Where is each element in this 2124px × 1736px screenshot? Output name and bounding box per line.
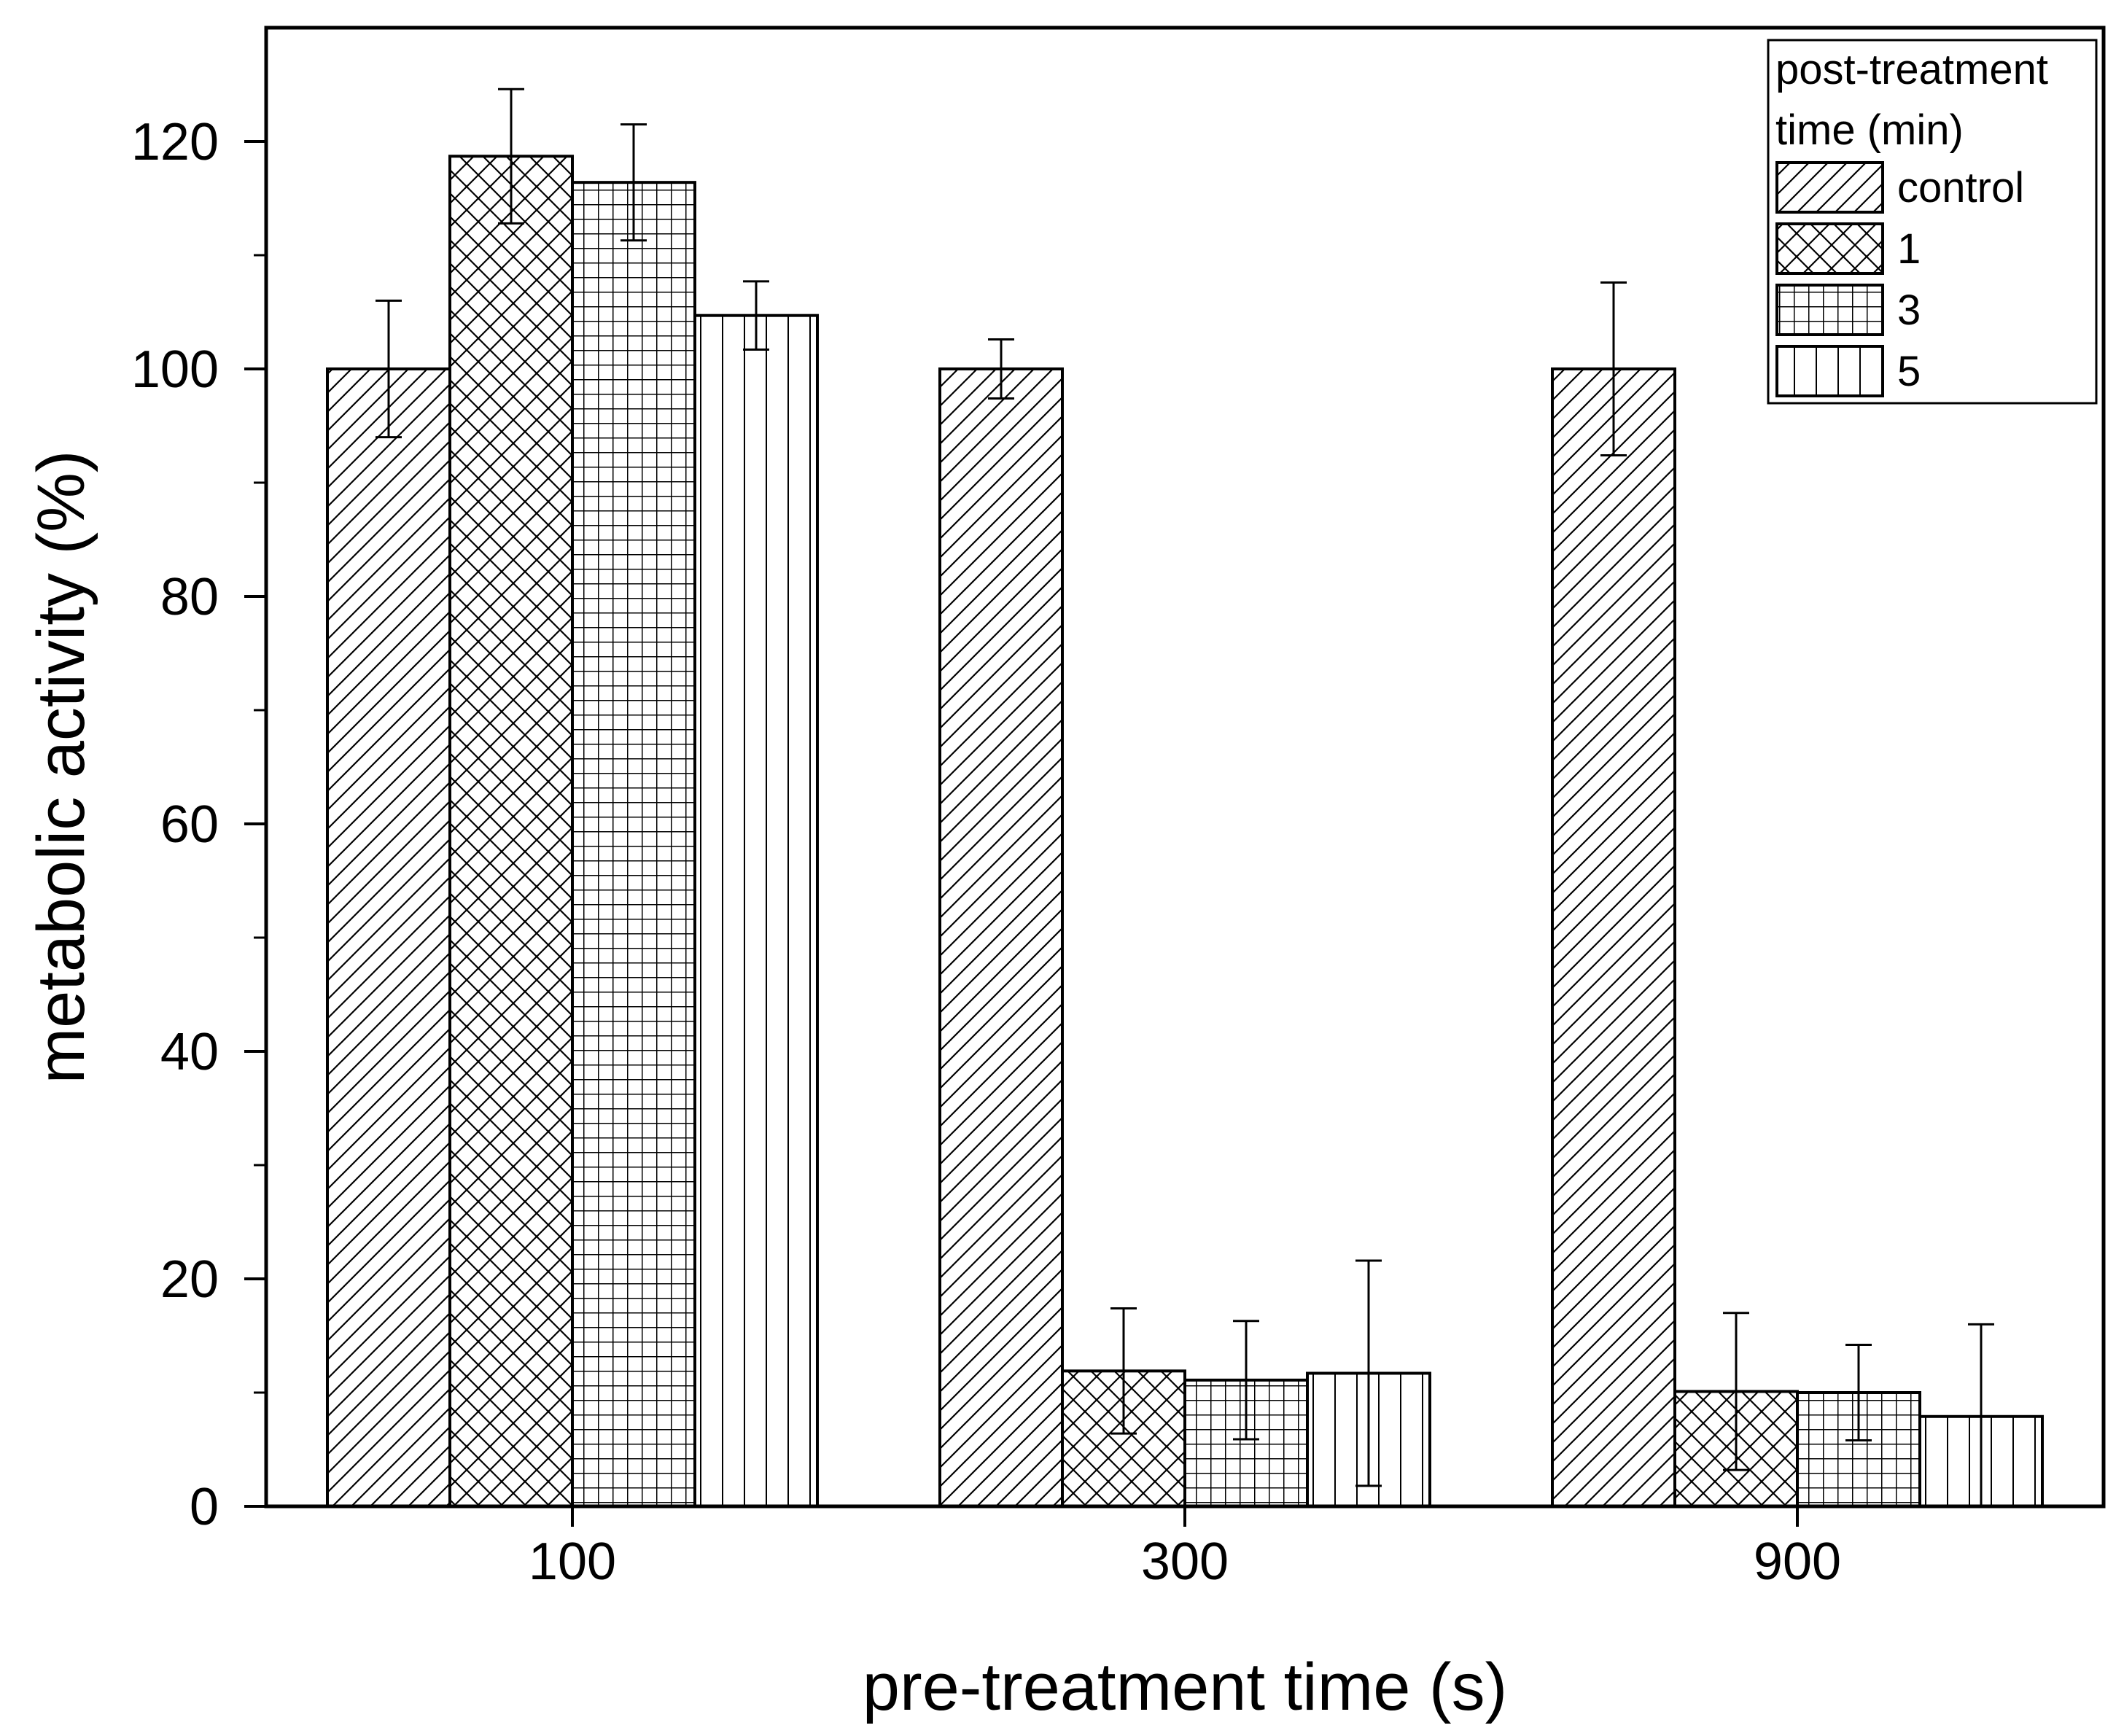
error-bar-3-100 <box>621 123 647 242</box>
legend-label-1: 1 <box>1897 225 1921 273</box>
bar-control-300 <box>938 367 1064 1508</box>
error-bar-3-300 <box>1233 1320 1259 1441</box>
error-bar-1-900 <box>1723 1312 1749 1471</box>
bar-1-100 <box>448 155 574 1508</box>
legend-swatch-5 <box>1775 345 1884 397</box>
y-tick-label-100: 100 <box>131 340 219 399</box>
bar-5-100 <box>693 314 819 1508</box>
legend-box <box>1767 39 2098 405</box>
x-tick-label-900: 900 <box>1754 1533 1841 1591</box>
error-bar-5-100 <box>743 280 769 351</box>
y-axis: 0 20 40 60 80 100 120 <box>131 113 266 1536</box>
x-axis-title: pre-treatment time (s) <box>863 1650 1507 1724</box>
legend-swatch-3 <box>1775 284 1884 336</box>
error-bars-layer <box>376 87 1994 1508</box>
error-bar-control-900 <box>1600 281 1627 457</box>
x-axis: 100 300 900 <box>529 1506 1841 1591</box>
y-tick-label-80: 80 <box>160 568 219 626</box>
legend-label-5: 5 <box>1897 348 1921 395</box>
legend-item-control: control <box>1775 161 2024 214</box>
error-bar-3-900 <box>1845 1343 1872 1442</box>
bar-control-100 <box>326 367 451 1508</box>
y-tick-label-40: 40 <box>160 1023 219 1081</box>
legend-swatch-1 <box>1775 222 1884 275</box>
legend: post-treatment time (min) control 1 3 5 <box>1767 39 2098 405</box>
legend-label-3: 3 <box>1897 287 1921 334</box>
y-tick-label-60: 60 <box>160 795 219 854</box>
legend-item-5: 5 <box>1775 345 1921 397</box>
error-bar-control-100 <box>376 299 402 439</box>
error-bar-5-300 <box>1355 1259 1382 1487</box>
error-bar-1-100 <box>498 87 524 225</box>
legend-title-line1: post-treatment <box>1775 46 2048 93</box>
legend-title-line2: time (min) <box>1775 106 1964 154</box>
bar-3-100 <box>571 181 696 1508</box>
legend-item-3: 3 <box>1775 284 1921 336</box>
error-bar-1-300 <box>1110 1307 1137 1435</box>
x-tick-label-100: 100 <box>529 1533 616 1591</box>
legend-label-control: control <box>1897 164 2024 211</box>
error-bar-control-300 <box>988 338 1014 400</box>
y-tick-label-120: 120 <box>131 113 219 171</box>
y-tick-label-0: 0 <box>190 1478 219 1536</box>
y-axis-title: metabolic activity (%) <box>24 450 98 1083</box>
x-tick-label-300: 300 <box>1141 1533 1229 1591</box>
y-tick-label-20: 20 <box>160 1250 219 1309</box>
legend-swatch-control <box>1775 161 1884 214</box>
bar-control-900 <box>1551 367 1676 1508</box>
legend-item-1: 1 <box>1775 222 1921 275</box>
